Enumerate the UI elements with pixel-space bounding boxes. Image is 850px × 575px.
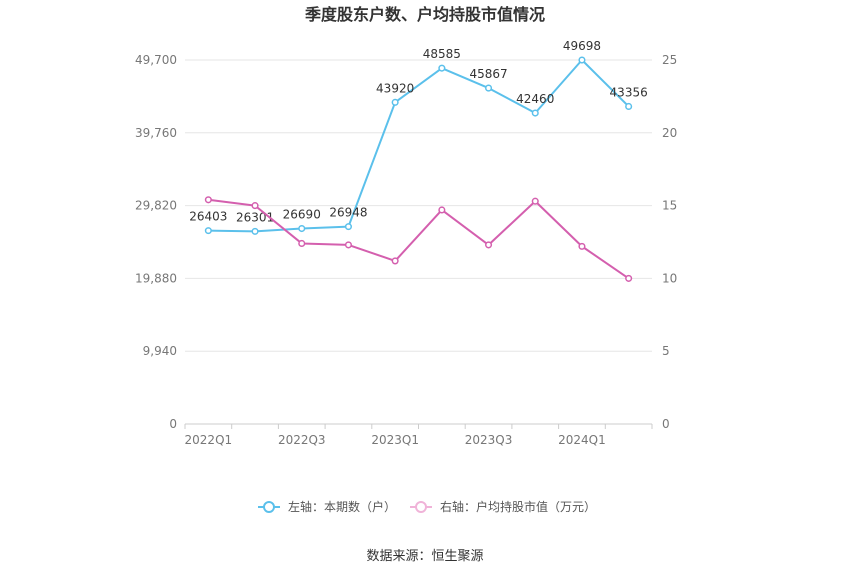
data-point bbox=[251, 227, 259, 235]
data-point bbox=[625, 274, 633, 282]
data-label: 26403 bbox=[189, 210, 227, 224]
right-axis-tick-label: 5 bbox=[662, 344, 670, 358]
data-point bbox=[251, 202, 259, 210]
data-label: 48585 bbox=[423, 47, 461, 61]
x-axis-tick-label: 2024Q1 bbox=[558, 433, 606, 447]
data-point bbox=[485, 84, 493, 92]
right-axis-tick-label: 25 bbox=[662, 53, 677, 67]
right-axis-tick-label: 15 bbox=[662, 199, 677, 213]
data-point bbox=[531, 197, 539, 205]
data-point bbox=[578, 242, 586, 250]
data-point bbox=[298, 224, 306, 233]
left-axis-tick-label: 39,760 bbox=[135, 126, 177, 140]
data-label: 26690 bbox=[283, 208, 321, 222]
data-label: 43356 bbox=[610, 85, 648, 99]
legend-item-label: 右轴：户均持股市值（万元） bbox=[440, 499, 596, 514]
x-axis-tick-label: 2023Q1 bbox=[371, 433, 419, 447]
data-point bbox=[204, 227, 212, 235]
left-axis-tick-label: 9,940 bbox=[143, 344, 177, 358]
legend-swatch-marker bbox=[263, 501, 275, 513]
data-point bbox=[391, 257, 399, 265]
data-point bbox=[204, 196, 212, 204]
right-axis-tick-label: 20 bbox=[662, 126, 677, 140]
legend-swatch-marker bbox=[415, 501, 427, 513]
right-axis-tick-label: 10 bbox=[662, 271, 677, 285]
data-point bbox=[625, 102, 633, 111]
series-line-market-value bbox=[208, 198, 630, 280]
data-point bbox=[391, 98, 399, 106]
chart-title: 季度股东户数、户均持股市值情况 bbox=[304, 5, 545, 24]
data-point bbox=[344, 223, 353, 231]
data-label: 26948 bbox=[329, 206, 367, 220]
legend-item-label: 左轴：本期数（户） bbox=[288, 499, 396, 514]
series-layer: 26403 26301 26690 2694843920485854586742460… bbox=[189, 39, 648, 282]
data-point bbox=[298, 239, 306, 248]
data-point bbox=[438, 206, 446, 214]
data-point bbox=[344, 241, 353, 249]
data-point bbox=[531, 109, 539, 117]
x-axis-tick-label: 2022Q1 bbox=[185, 433, 233, 447]
series-line-holders bbox=[208, 59, 630, 233]
right-axis-tick-label: 0 bbox=[662, 417, 670, 431]
data-label: 45867 bbox=[469, 67, 507, 81]
left-axis-tick-label: 29,820 bbox=[135, 199, 177, 213]
source-note: 数据来源：恒生聚源 bbox=[366, 549, 483, 564]
data-label: 49698 bbox=[563, 39, 601, 53]
left-axis-tick-label: 19,880 bbox=[135, 271, 177, 285]
left-axis-tick-label: 0 bbox=[169, 417, 177, 431]
legend[interactable]: 左轴：本期数（户） 右轴：户均持股市值（万元） bbox=[258, 499, 596, 514]
data-point bbox=[485, 241, 493, 249]
x-axis-tick-label: 2022Q3 bbox=[278, 433, 326, 447]
x-axis-tick-label: 2023Q3 bbox=[465, 433, 513, 447]
data-point bbox=[438, 64, 446, 72]
left-axis-tick-label: 49,700 bbox=[135, 53, 177, 67]
grid-lines bbox=[185, 59, 652, 425]
data-label: 43920 bbox=[376, 81, 414, 95]
axes: 0 9,940 19,880 29,820 39,760 49,700 0 5 10 15 20 25… bbox=[135, 53, 677, 447]
data-point bbox=[578, 56, 586, 64]
data-label: 42460 bbox=[516, 92, 554, 106]
